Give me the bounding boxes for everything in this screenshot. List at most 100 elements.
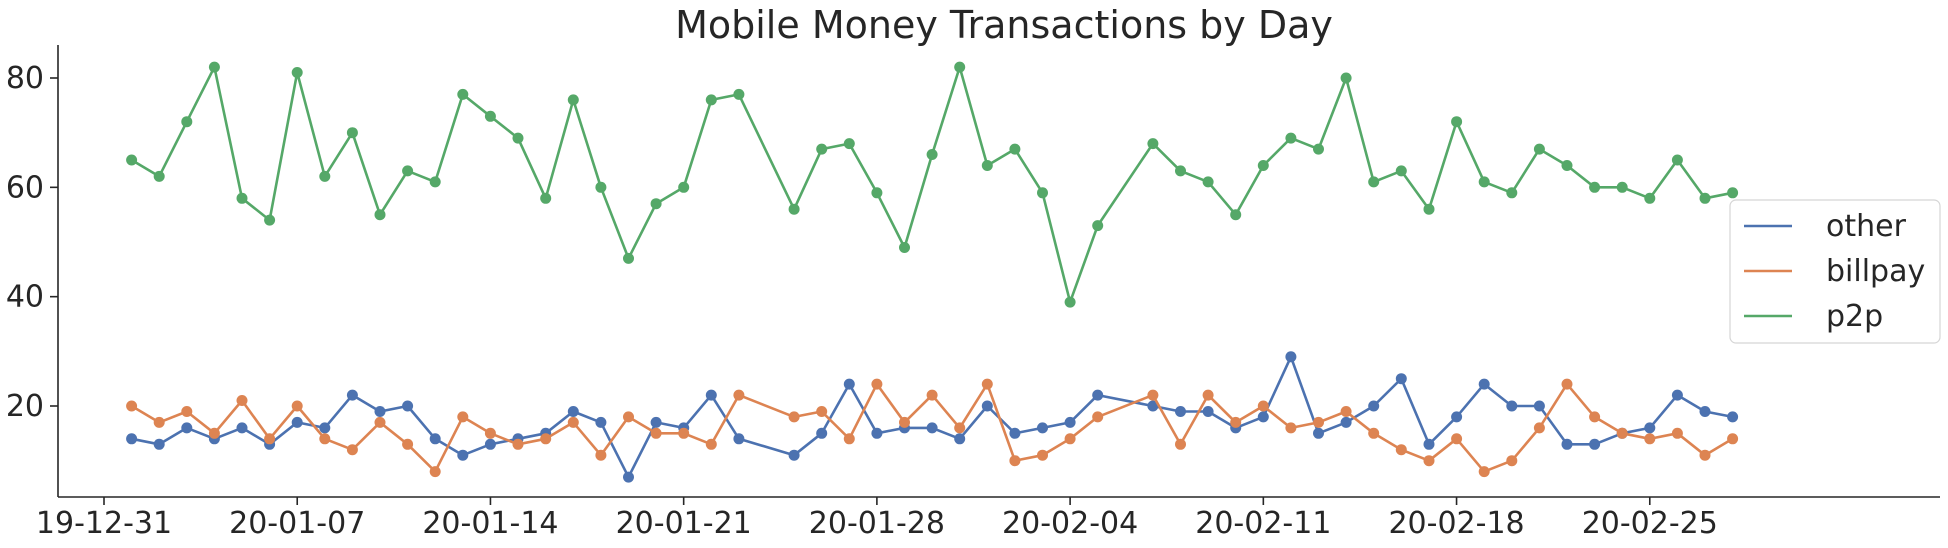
data-point-billpay xyxy=(1147,389,1159,401)
data-point-p2p xyxy=(236,192,248,204)
data-point-billpay xyxy=(126,400,138,412)
data-point-billpay xyxy=(1671,427,1683,439)
data-point-p2p xyxy=(512,132,524,144)
series-p2p xyxy=(126,61,1739,308)
data-point-billpay xyxy=(291,400,303,412)
data-point-p2p xyxy=(733,88,745,100)
data-point-p2p xyxy=(291,67,303,78)
data-point-billpay xyxy=(1561,378,1573,390)
data-point-p2p xyxy=(1092,220,1104,232)
data-point-p2p xyxy=(319,170,331,182)
data-point-p2p xyxy=(788,203,800,215)
data-point-billpay xyxy=(1230,416,1242,428)
legend-box xyxy=(1729,199,1941,344)
data-point-p2p xyxy=(181,116,193,128)
data-point-other xyxy=(1561,438,1573,450)
data-point-other xyxy=(402,400,414,412)
series-line-other xyxy=(131,355,1733,479)
data-point-billpay xyxy=(1340,406,1352,417)
x-tick-label: 19-12-31 xyxy=(36,506,172,541)
data-point-other xyxy=(1147,400,1159,412)
data-point-other xyxy=(1506,400,1518,412)
data-point-other xyxy=(1037,422,1048,434)
data-point-p2p xyxy=(1561,160,1573,171)
data-point-p2p xyxy=(816,143,828,155)
data-point-billpay xyxy=(816,406,828,417)
data-point-billpay xyxy=(650,427,662,439)
data-point-p2p xyxy=(650,198,662,210)
legend-label-p2p: p2p xyxy=(1826,299,1883,334)
data-point-billpay xyxy=(1533,422,1545,434)
data-point-billpay xyxy=(705,438,717,450)
x-tick-label: 20-02-18 xyxy=(1388,506,1524,541)
data-point-p2p xyxy=(264,214,276,226)
data-point-p2p xyxy=(1451,116,1463,128)
data-point-other xyxy=(1175,406,1186,417)
chart-title: Mobile Money Transactions by Day xyxy=(675,3,1333,47)
data-point-p2p xyxy=(981,160,993,171)
data-point-billpay xyxy=(926,389,938,401)
data-point-billpay xyxy=(1202,389,1214,401)
x-tick-label: 20-01-14 xyxy=(422,506,558,541)
y-tick-label: 80 xyxy=(6,61,44,96)
data-point-p2p xyxy=(1175,165,1186,177)
data-point-billpay xyxy=(512,438,524,450)
data-point-p2p xyxy=(1368,176,1380,188)
data-point-other xyxy=(374,406,386,417)
data-point-p2p xyxy=(1644,192,1656,204)
data-point-other xyxy=(1092,389,1104,401)
x-tick-label: 20-01-28 xyxy=(809,506,945,541)
legend-label-other: other xyxy=(1826,209,1907,244)
data-point-p2p xyxy=(1009,143,1021,155)
data-point-p2p xyxy=(429,176,441,188)
data-point-billpay xyxy=(981,378,993,390)
data-point-billpay xyxy=(1009,455,1021,467)
data-point-billpay xyxy=(457,411,469,423)
data-point-other xyxy=(981,400,993,412)
data-point-billpay xyxy=(1506,455,1518,467)
data-point-p2p xyxy=(623,252,634,264)
data-point-other xyxy=(871,427,883,439)
series-line-p2p xyxy=(130,65,1733,304)
data-point-billpay xyxy=(1395,444,1407,456)
data-point-p2p xyxy=(484,110,496,122)
data-point-other xyxy=(1671,389,1683,401)
data-point-other xyxy=(843,378,855,390)
data-point-billpay xyxy=(484,427,496,439)
data-point-billpay xyxy=(1175,438,1186,450)
data-point-other xyxy=(733,433,745,445)
data-point-billpay xyxy=(319,433,331,445)
data-point-p2p xyxy=(1202,176,1214,188)
data-point-billpay xyxy=(1368,427,1380,439)
axes: 20 40 60 80 19-12-31 20-01-07 20-01-14 20-01-21… xyxy=(6,45,1940,541)
data-point-p2p xyxy=(1589,181,1601,193)
data-point-other xyxy=(1202,406,1214,417)
data-point-other xyxy=(1009,427,1021,439)
data-point-other xyxy=(1727,411,1739,423)
data-point-other xyxy=(1478,378,1490,390)
data-point-other xyxy=(1340,416,1352,428)
data-point-billpay xyxy=(1589,411,1601,423)
data-point-p2p xyxy=(457,88,469,100)
plot-area xyxy=(126,61,1739,483)
data-point-billpay xyxy=(1285,422,1297,434)
data-point-p2p xyxy=(1616,181,1628,193)
data-point-billpay xyxy=(1451,433,1463,445)
data-point-billpay xyxy=(899,416,910,428)
y-tick-label: 60 xyxy=(6,170,44,205)
data-point-billpay xyxy=(1064,433,1076,445)
data-point-billpay xyxy=(1423,455,1435,467)
data-point-p2p xyxy=(1230,209,1242,221)
data-point-billpay xyxy=(402,438,414,450)
data-point-other xyxy=(595,416,607,428)
y-tick-label: 20 xyxy=(6,389,44,424)
data-point-other xyxy=(567,406,579,417)
data-point-other xyxy=(623,471,634,483)
data-point-other xyxy=(1451,411,1463,423)
data-point-billpay xyxy=(843,433,855,445)
data-point-billpay xyxy=(374,416,386,428)
data-point-billpay xyxy=(1313,416,1324,428)
data-point-other xyxy=(1589,438,1601,450)
data-point-p2p xyxy=(540,192,552,204)
